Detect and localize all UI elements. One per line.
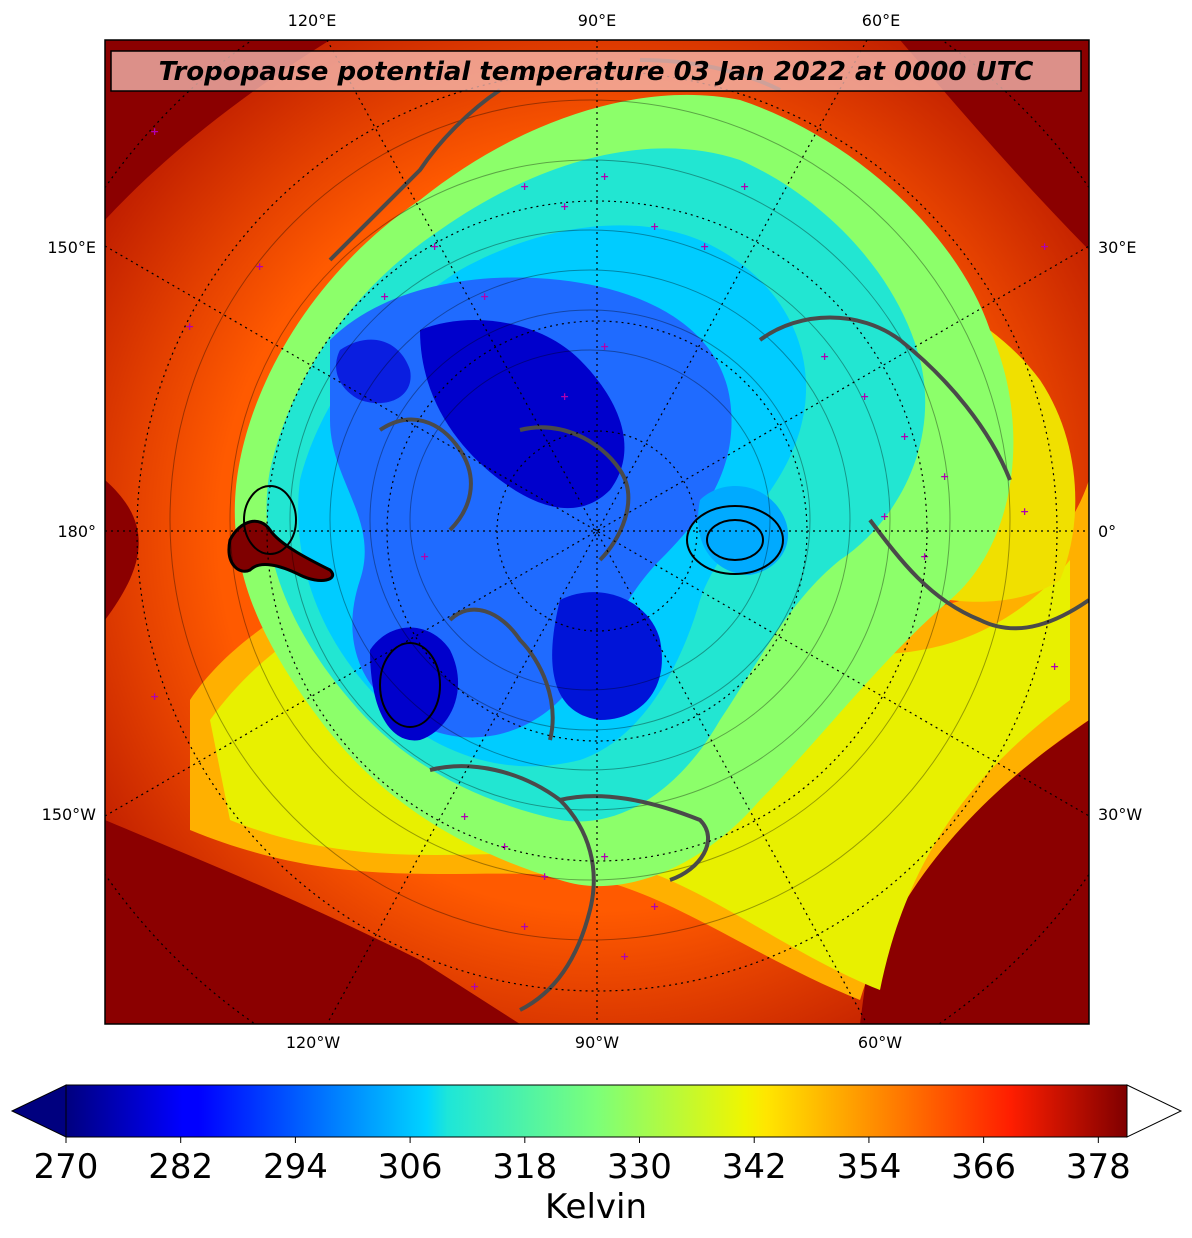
svg-text:+: +	[740, 180, 749, 193]
svg-text:+: +	[600, 340, 609, 353]
svg-text:+: +	[185, 320, 194, 333]
station-markers: +++ +++ +++ +++ +++ +++ +++ +++ +++ +++ …	[150, 125, 1059, 993]
colorbar-tick-label: 354	[836, 1147, 901, 1187]
svg-text:+: +	[880, 510, 889, 523]
lon-label-right: 30°E	[1098, 238, 1136, 257]
colorbar-tick-label: 378	[1066, 1147, 1131, 1187]
map-title: Tropopause potential temperature 03 Jan …	[159, 57, 1034, 87]
svg-text:+: +	[700, 240, 709, 253]
svg-text:+: +	[540, 870, 549, 883]
svg-text:+: +	[560, 390, 569, 403]
lon-label-left: 180°	[57, 522, 96, 541]
lon-label-top: 120°E	[288, 11, 337, 30]
svg-text:+: +	[150, 125, 159, 138]
svg-text:+: +	[560, 200, 569, 213]
svg-text:+: +	[600, 850, 609, 863]
svg-text:+: +	[650, 220, 659, 233]
map-panel: +++ +++ +++ +++ +++ +++ +++ +++ +++ +++ …	[105, 40, 1089, 1024]
colorbar-min-extend	[10, 1084, 67, 1138]
svg-text:+: +	[255, 260, 264, 273]
svg-text:+: +	[920, 550, 929, 563]
svg-text:+: +	[900, 430, 909, 443]
colorbar: 270 282 294 306 318 330 342 354 366 378 Kelvin	[10, 1084, 1183, 1227]
colorbar-tick-label: 270	[34, 1147, 99, 1187]
svg-text:+: +	[860, 390, 869, 403]
deep-blue-core	[552, 592, 662, 720]
lon-label-left: 150°E	[47, 238, 96, 257]
lon-label-bottom: 120°W	[286, 1033, 341, 1052]
contour-lines	[169, 99, 1011, 941]
colorbar-tick-label: 294	[263, 1147, 328, 1187]
lon-label-top: 90°E	[578, 11, 616, 30]
blue-core	[330, 277, 732, 738]
deep-red-region	[900, 40, 1089, 250]
svg-text:+: +	[480, 290, 489, 303]
colorbar-gradient	[66, 1085, 1127, 1137]
colorbar-tick-label: 282	[148, 1147, 213, 1187]
deep-blue-core	[420, 320, 625, 509]
lon-label-bottom: 90°W	[575, 1033, 619, 1052]
svg-text:+: +	[460, 810, 469, 823]
lon-label-right: 0°	[1098, 522, 1116, 541]
svg-text:+: +	[470, 980, 479, 993]
svg-text:+: +	[380, 290, 389, 303]
svg-text:+: +	[1040, 240, 1049, 253]
lon-label-bottom: 60°W	[858, 1033, 902, 1052]
colorbar-frame	[65, 1084, 1128, 1138]
colorbar-ticks: 270 282 294 306 318 330 342 354 366 378	[34, 1137, 1131, 1187]
svg-text:+: +	[650, 900, 659, 913]
title-banner: Tropopause potential temperature 03 Jan …	[110, 50, 1082, 92]
svg-text:+: +	[620, 950, 629, 963]
colorbar-tick-label: 318	[492, 1147, 557, 1187]
svg-text:+: +	[600, 170, 609, 183]
svg-text:+: +	[500, 840, 509, 853]
svg-text:+: +	[820, 350, 829, 363]
svg-text:+: +	[150, 690, 159, 703]
lon-label-right: 30°W	[1098, 805, 1142, 824]
colorbar-max-extend	[1126, 1084, 1183, 1138]
deep-red-region	[105, 480, 139, 620]
deep-blue-core	[370, 627, 459, 741]
deep-red-region	[105, 820, 520, 1024]
colorbar-label: Kelvin	[545, 1187, 647, 1227]
svg-text:+: +	[520, 180, 529, 193]
isobars	[243, 485, 784, 728]
deep-red-region	[860, 720, 1089, 1024]
colorbar-tick-label: 306	[378, 1147, 443, 1187]
lon-label-left: 150°W	[42, 805, 97, 824]
svg-text:+: +	[1020, 505, 1029, 518]
map-frame	[104, 39, 1090, 1025]
svg-text:+: +	[420, 550, 429, 563]
lon-label-top: 60°E	[862, 11, 900, 30]
colorbar-tick-label: 366	[951, 1147, 1016, 1187]
svg-text:+: +	[520, 920, 529, 933]
svg-text:+: +	[430, 240, 439, 253]
deep-blue-core	[336, 339, 411, 404]
title-box	[110, 50, 1082, 92]
svg-text:+: +	[1050, 660, 1059, 673]
colorbar-tick-label: 330	[607, 1147, 672, 1187]
svg-text:+: +	[940, 470, 949, 483]
colorbar-tick-label: 342	[722, 1147, 787, 1187]
